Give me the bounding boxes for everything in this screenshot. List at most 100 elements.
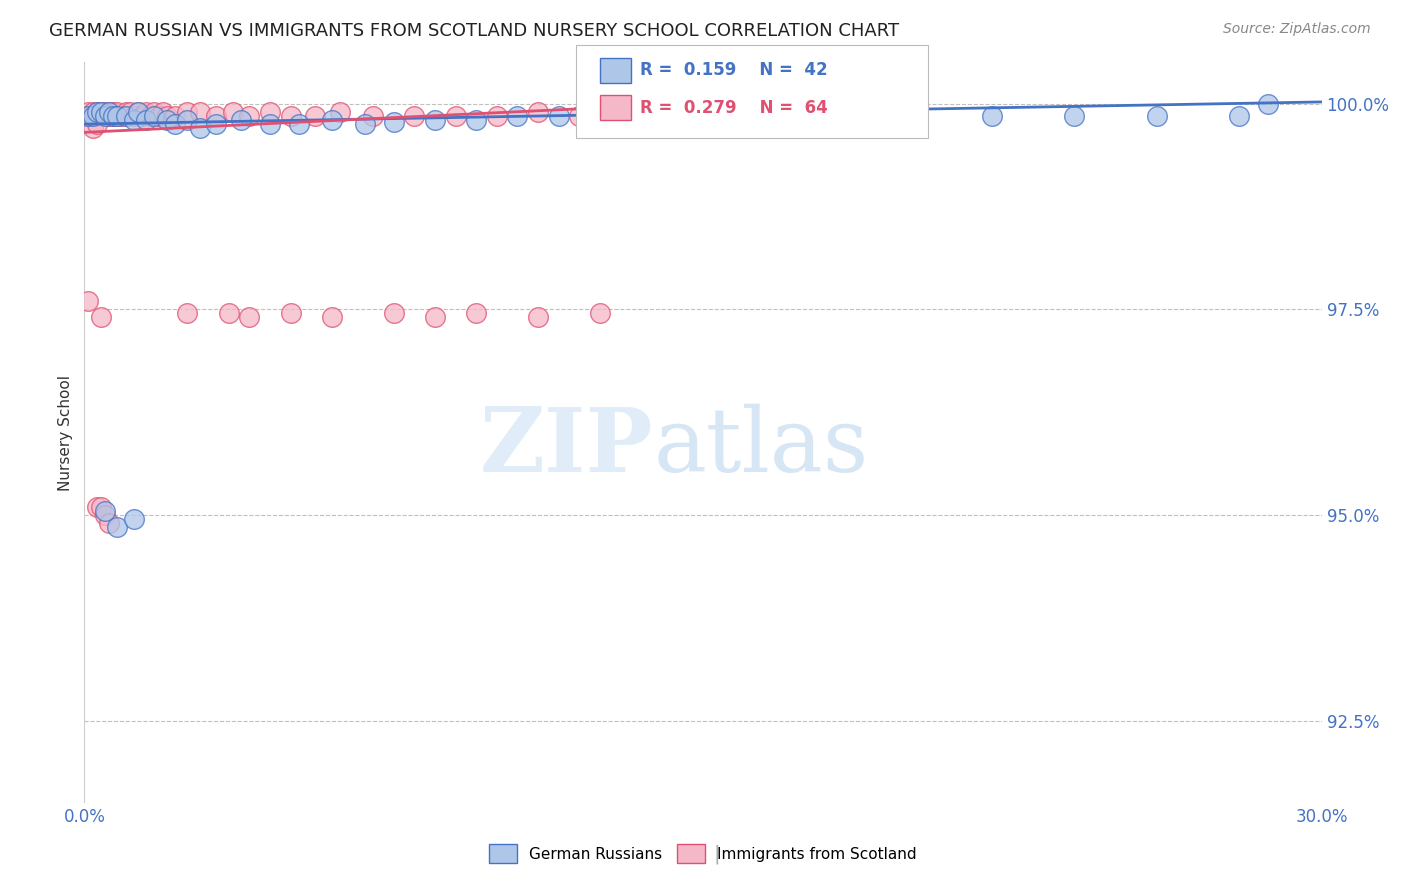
Point xyxy=(238,310,260,325)
Point xyxy=(205,117,228,131)
Point xyxy=(98,104,121,119)
Point xyxy=(218,306,240,320)
Point xyxy=(188,121,211,136)
Point xyxy=(122,109,145,123)
Point xyxy=(103,109,125,123)
Text: ZIP: ZIP xyxy=(479,404,654,491)
Point xyxy=(304,109,326,123)
Point xyxy=(188,104,211,119)
Text: |: | xyxy=(714,845,720,864)
Point xyxy=(77,109,100,123)
Point xyxy=(321,310,343,325)
Point xyxy=(465,113,488,128)
Point xyxy=(90,104,112,119)
Point xyxy=(105,109,128,123)
Point xyxy=(90,104,112,119)
Point xyxy=(165,117,187,131)
Point xyxy=(135,104,157,119)
Point xyxy=(143,104,166,119)
Point xyxy=(131,109,153,123)
Point xyxy=(122,113,145,128)
Point xyxy=(423,310,446,325)
Point xyxy=(135,113,157,128)
Point xyxy=(156,113,179,128)
Point xyxy=(148,109,170,123)
Point xyxy=(94,104,117,119)
Point xyxy=(259,117,281,131)
Text: R =  0.279    N =  64: R = 0.279 N = 64 xyxy=(640,99,828,117)
Legend: German Russians, Immigrants from Scotland: German Russians, Immigrants from Scotlan… xyxy=(484,838,922,869)
Point xyxy=(506,109,529,123)
Point xyxy=(103,109,125,123)
Point xyxy=(122,512,145,526)
Point xyxy=(444,109,467,123)
Point xyxy=(82,121,104,136)
Point xyxy=(86,109,108,123)
Point xyxy=(156,109,179,123)
Point xyxy=(110,109,132,123)
Point xyxy=(176,306,198,320)
Point xyxy=(77,109,100,123)
Point xyxy=(103,104,125,119)
Y-axis label: Nursery School: Nursery School xyxy=(58,375,73,491)
Point xyxy=(630,109,652,123)
Point xyxy=(527,310,550,325)
Point xyxy=(105,520,128,534)
Point xyxy=(465,306,488,320)
Point xyxy=(1257,96,1279,111)
Point xyxy=(238,109,260,123)
Point xyxy=(98,104,121,119)
Point xyxy=(1146,109,1168,123)
Point xyxy=(94,504,117,518)
Point xyxy=(692,109,714,123)
Point xyxy=(90,310,112,325)
Point xyxy=(86,104,108,119)
Point xyxy=(547,109,569,123)
Point xyxy=(105,104,128,119)
Point xyxy=(382,306,405,320)
Point xyxy=(105,109,128,123)
Point xyxy=(288,117,311,131)
Point xyxy=(114,109,136,123)
Point xyxy=(321,113,343,128)
Point xyxy=(176,113,198,128)
Point xyxy=(127,104,149,119)
Point xyxy=(382,114,405,128)
Point xyxy=(152,104,174,119)
Point xyxy=(205,109,228,123)
Point xyxy=(94,508,117,522)
Point xyxy=(1227,109,1250,123)
Point xyxy=(353,117,375,131)
Point xyxy=(361,109,384,123)
Point xyxy=(423,113,446,128)
Point xyxy=(527,104,550,119)
Point xyxy=(589,109,612,123)
Point xyxy=(568,109,591,123)
Point xyxy=(118,104,141,119)
Point xyxy=(139,109,162,123)
Text: GERMAN RUSSIAN VS IMMIGRANTS FROM SCOTLAND NURSERY SCHOOL CORRELATION CHART: GERMAN RUSSIAN VS IMMIGRANTS FROM SCOTLA… xyxy=(49,22,900,40)
Point xyxy=(94,109,117,123)
Text: R =  0.159    N =  42: R = 0.159 N = 42 xyxy=(640,62,827,79)
Text: atlas: atlas xyxy=(654,404,869,491)
Point xyxy=(222,104,245,119)
Point xyxy=(77,293,100,308)
Point xyxy=(980,109,1002,123)
Point xyxy=(77,104,100,119)
Point xyxy=(589,306,612,320)
Point xyxy=(94,109,117,123)
Point xyxy=(98,516,121,530)
Point xyxy=(404,109,426,123)
Point xyxy=(485,109,508,123)
Point xyxy=(86,104,108,119)
Point xyxy=(1063,109,1085,123)
Point xyxy=(114,104,136,119)
Point xyxy=(86,500,108,514)
Point xyxy=(229,113,252,128)
Point xyxy=(86,117,108,131)
Point xyxy=(609,104,631,119)
Point xyxy=(259,104,281,119)
Point xyxy=(176,104,198,119)
Point xyxy=(280,306,302,320)
Point xyxy=(329,104,352,119)
